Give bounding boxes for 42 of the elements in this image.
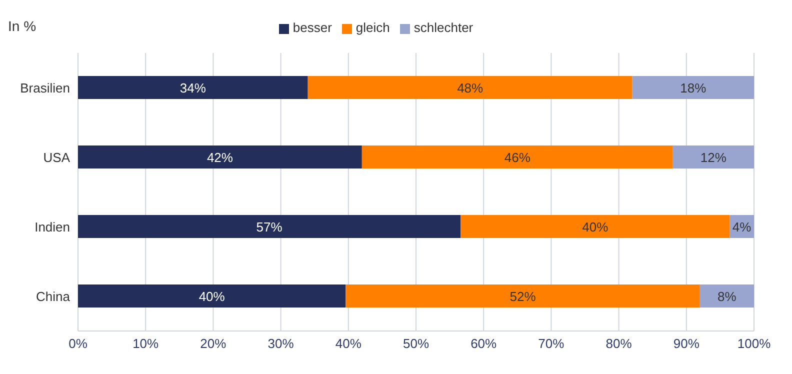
bar — [78, 76, 308, 99]
x-tick-label: 60% — [470, 336, 498, 352]
data-label: 34% — [180, 80, 206, 96]
y-tick-label: Indien — [34, 219, 70, 234]
x-tick-label: 80% — [606, 336, 632, 352]
bar — [308, 76, 632, 99]
legend-label: gleich — [356, 20, 390, 35]
data-label: 40% — [582, 220, 609, 234]
x-tick-label: 50% — [402, 336, 430, 352]
x-tick-label: 100% — [737, 336, 772, 352]
data-label: 46% — [504, 150, 531, 165]
bar — [700, 284, 754, 308]
data-label: 57% — [256, 220, 283, 234]
data-label: 8% — [718, 289, 737, 304]
x-tick-label: 40% — [335, 336, 362, 352]
data-label: 42% — [206, 150, 234, 165]
bar — [632, 76, 754, 99]
bar — [362, 146, 673, 168]
bar — [346, 284, 700, 308]
legend-label: besser — [292, 20, 332, 35]
data-label: 40% — [198, 289, 226, 304]
x-tick-label: 20% — [200, 336, 227, 352]
data-label: 18% — [680, 80, 707, 96]
data-label: 48% — [457, 80, 484, 96]
data-label: 12% — [700, 150, 727, 165]
x-tick-label: 0% — [68, 336, 88, 352]
bar — [460, 215, 730, 238]
bar — [78, 215, 461, 238]
y-tick-label: China — [36, 288, 71, 304]
x-tick-label: 70% — [538, 336, 565, 352]
legend-label: schlechter — [414, 20, 474, 35]
chart-title: In % — [8, 18, 36, 34]
bar — [672, 146, 754, 168]
y-tick-label: USA — [43, 150, 70, 165]
y-tick-label: Brasilien — [20, 80, 70, 96]
x-tick-label: 10% — [132, 336, 160, 352]
bar — [78, 284, 346, 308]
x-tick-label: 30% — [268, 336, 294, 352]
data-label: 4% — [732, 220, 752, 234]
x-tick-label: 90% — [673, 336, 700, 352]
bar — [78, 146, 362, 168]
data-label: 52% — [510, 289, 536, 304]
